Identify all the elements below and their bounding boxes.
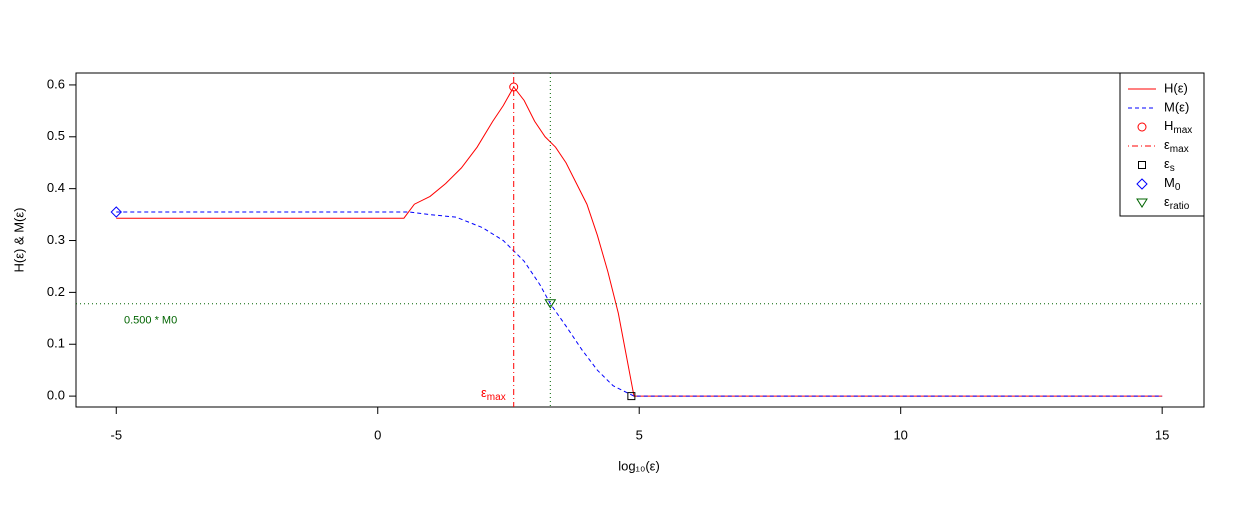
y-tick-label: 0.4 bbox=[47, 180, 65, 195]
emax-annotation: εmax bbox=[481, 385, 506, 402]
y-tick-label: 0.1 bbox=[47, 336, 65, 351]
legend-label: Hmax bbox=[1164, 118, 1192, 135]
legend-label: H(ε) bbox=[1164, 80, 1188, 95]
y-tick-label: 0.5 bbox=[47, 128, 65, 143]
x-tick-label: 15 bbox=[1155, 427, 1169, 442]
annotation-sub: max bbox=[487, 392, 506, 403]
legend-label: M(ε) bbox=[1164, 99, 1189, 114]
legend-label: M0 bbox=[1164, 175, 1181, 192]
annotation-main: ε bbox=[481, 385, 487, 400]
legend-label: εmax bbox=[1164, 137, 1189, 154]
legend-label-sub: max bbox=[1173, 125, 1192, 136]
legend-label-main: ε bbox=[1164, 156, 1170, 171]
legend-symbol bbox=[1136, 178, 1148, 190]
y-tick-label: 0.0 bbox=[47, 388, 65, 403]
y-tick-label: 0.2 bbox=[47, 284, 65, 299]
legend-label-sub: 0 bbox=[1175, 182, 1181, 193]
x-tick-label: 5 bbox=[636, 427, 643, 442]
x-tick-label: 10 bbox=[893, 427, 907, 442]
series-line bbox=[116, 211, 1163, 397]
x-tick-label: 0 bbox=[374, 427, 381, 442]
y-tick-label: 0.3 bbox=[47, 232, 65, 247]
ratio-label: 0.500 * M0 bbox=[124, 315, 177, 327]
legend-label-sub: s bbox=[1170, 163, 1175, 174]
plot-frame bbox=[75, 72, 1205, 408]
legend-label-main: M bbox=[1164, 175, 1175, 190]
legend-label-main: ε bbox=[1164, 194, 1170, 209]
legend-label-main: ε bbox=[1164, 137, 1170, 152]
legend-label-sub: ratio bbox=[1170, 201, 1190, 212]
legend-label-main: H bbox=[1164, 118, 1173, 133]
legend-box bbox=[1119, 72, 1205, 217]
y-axis-label: H(ε) & M(ε) bbox=[11, 207, 26, 272]
marker bbox=[110, 206, 122, 218]
y-tick-label: 0.6 bbox=[47, 76, 65, 91]
legend-symbol bbox=[1136, 198, 1148, 208]
series-line bbox=[116, 86, 1163, 397]
legend-symbol bbox=[1137, 122, 1147, 132]
legend-symbol bbox=[1138, 161, 1146, 169]
legend-label: εratio bbox=[1164, 194, 1190, 211]
marker bbox=[627, 392, 636, 401]
x-axis-label: log₁₀(ε) bbox=[618, 458, 660, 473]
legend-label-sub: max bbox=[1170, 144, 1189, 155]
marker bbox=[544, 299, 557, 309]
x-tick-label: -5 bbox=[110, 427, 122, 442]
legend-label: εs bbox=[1164, 156, 1175, 173]
